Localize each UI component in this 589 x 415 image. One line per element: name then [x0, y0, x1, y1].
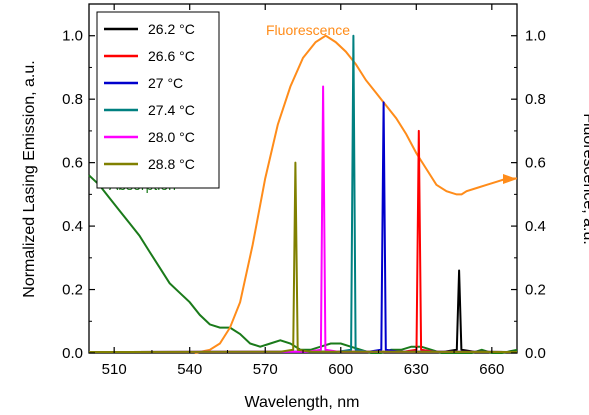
y-tick-label-left: 0.0 — [62, 345, 83, 362]
y-tick-label-left: 0.4 — [62, 218, 83, 235]
y-tick-label-right: 0.0 — [525, 345, 546, 362]
legend-label: 28.8 °C — [148, 156, 195, 172]
legend-label: 26.2 °C — [148, 21, 195, 37]
legend-label: 27.4 °C — [148, 102, 195, 118]
y-tick-label-left: 0.6 — [62, 155, 83, 172]
legend-label: 26.6 °C — [148, 48, 195, 64]
x-tick-label: 660 — [479, 361, 504, 378]
y-tick-label-right: 1.0 — [525, 28, 546, 45]
y-tick-label-right: 0.4 — [525, 218, 546, 235]
x-tick-label: 630 — [404, 361, 429, 378]
y-axis-title-right: Fluorescence, a.u. — [580, 113, 589, 245]
y-tick-label-left: 0.2 — [62, 282, 83, 299]
x-tick-label: 540 — [177, 361, 202, 378]
fluorescence-axis-arrow-icon — [503, 174, 517, 184]
ticks-group: 510 540 570 600 630 660 0.0 0.0 0.2 0.2 0.4 0.4 0.6 0… — [62, 3, 546, 378]
lasing-peak-5 — [88, 161, 518, 353]
legend-label: 27 °C — [148, 75, 183, 91]
x-tick-label: 570 — [253, 361, 278, 378]
legend: 26.2 °C 26.6 °C 27 °C 27.4 °C 28.0 °C 28.8 °C — [96, 11, 220, 189]
y-tick-label-right: 0.8 — [525, 91, 546, 108]
y-tick-label-right: 0.6 — [525, 155, 546, 172]
fluorescence-curve — [194, 34, 517, 354]
x-axis-title: Wavelength, nm — [244, 394, 359, 411]
y-tick-label-left: 0.8 — [62, 91, 83, 108]
legend-box — [96, 11, 220, 189]
curves-group — [88, 34, 518, 354]
y-tick-label-right: 0.2 — [525, 282, 546, 299]
legend-label: 28.0 °C — [148, 129, 195, 145]
x-tick-label: 510 — [102, 361, 127, 378]
y-axis-title-left: Normalized Lasing Emission, a.u. — [21, 60, 38, 297]
fluorescence-annotation: Fluorescence — [266, 22, 350, 38]
x-tick-label: 600 — [328, 361, 353, 378]
y-tick-label-left: 1.0 — [62, 28, 83, 45]
